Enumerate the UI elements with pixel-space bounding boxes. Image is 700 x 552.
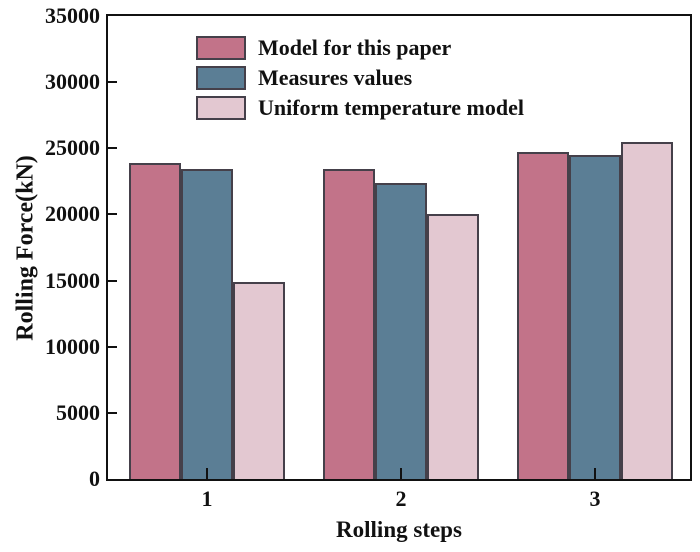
y-tick-label: 10000 [45,333,100,359]
legend-label: Model for this paper [258,35,452,60]
legend: Model for this paper Measures values Unifo… [196,36,524,126]
bar [375,182,427,479]
y-tick-label: 5000 [56,399,100,425]
y-tick-mark [108,147,117,150]
y-axis-title: Rolling Force(kN) [12,155,39,341]
bar [129,162,181,479]
x-tick-mark [206,468,208,479]
y-tick-label: 25000 [45,135,100,161]
legend-label: Uniform temperature model [258,95,524,120]
y-tick-label: 20000 [45,201,100,227]
y-tick-label: 35000 [45,3,100,28]
plot-area: Model for this paper Measures values Unifo… [106,14,692,481]
x-tick-label: 1 [201,486,213,511]
x-tick-mark [594,468,596,479]
bar [323,169,375,479]
bar [517,152,569,479]
y-tick-mark [108,411,117,414]
legend-swatch [196,66,246,90]
legend-swatch [196,96,246,120]
bar [621,141,673,479]
bar [181,169,233,479]
x-tick-label: 2 [395,486,407,511]
bar [233,281,285,479]
legend-item: Measures values [196,66,524,90]
bar [569,154,621,479]
x-tick-label: 3 [589,486,601,511]
x-tick-mark [400,468,402,479]
legend-swatch [196,36,246,60]
y-tick-label: 15000 [45,267,100,293]
y-tick-mark [108,81,117,84]
x-axis-title: Rolling steps [336,517,462,542]
y-tick-label: 30000 [45,69,100,95]
y-tick-label: 0 [89,466,100,491]
legend-label: Measures values [258,65,413,90]
legend-item: Model for this paper [196,36,524,60]
legend-item: Uniform temperature model [196,96,524,120]
bar [427,214,479,479]
y-tick-mark [108,213,117,216]
y-tick-mark [108,279,117,282]
y-tick-mark [108,345,117,348]
